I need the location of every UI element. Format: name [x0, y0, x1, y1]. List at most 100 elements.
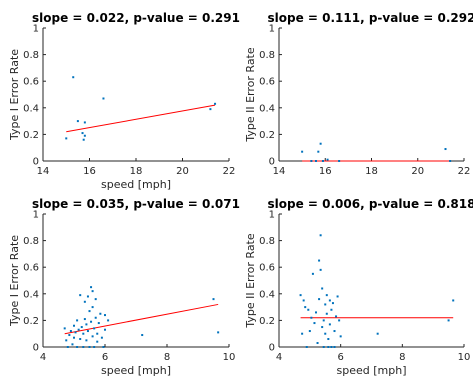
data-point	[79, 294, 82, 297]
data-point	[83, 121, 86, 124]
data-point	[301, 150, 304, 153]
data-point	[73, 336, 75, 339]
data-point	[69, 330, 72, 333]
data-point	[81, 132, 84, 135]
data-point	[65, 137, 68, 140]
y-tick-label: 0.2	[259, 316, 275, 327]
data-point	[315, 160, 317, 162]
y-axis-label: Type II Error Rate	[244, 47, 257, 143]
data-point	[82, 346, 85, 348]
data-point	[319, 268, 322, 271]
data-point	[318, 298, 321, 301]
data-point	[66, 346, 69, 348]
data-point	[82, 138, 85, 141]
data-point	[76, 346, 79, 348]
data-point	[96, 340, 99, 343]
x-tick-label: 16	[83, 166, 96, 177]
data-point	[214, 102, 217, 105]
data-point	[333, 346, 336, 348]
x-tick-label: 20	[176, 166, 189, 177]
data-point	[321, 326, 324, 329]
data-point	[212, 298, 215, 301]
data-point	[324, 303, 327, 306]
data-point	[65, 339, 68, 342]
y-tick-label: 0.2	[23, 130, 39, 141]
data-point	[85, 339, 88, 342]
data-point	[305, 346, 308, 348]
data-point	[328, 299, 331, 302]
data-point	[318, 259, 321, 262]
x-axis-label: speed [mph]	[101, 178, 171, 191]
y-tick-label: 0.6	[259, 263, 275, 274]
data-point	[315, 311, 317, 314]
y-tick-label: 0.8	[23, 50, 39, 61]
data-point	[299, 294, 302, 297]
data-point	[316, 342, 319, 345]
y-tick-label: 0.8	[259, 50, 275, 61]
data-point	[73, 324, 75, 327]
x-tick-label: 6	[102, 352, 108, 363]
y-tick-label: 0.4	[23, 289, 39, 300]
y-tick-label: 0.8	[259, 236, 275, 247]
data-point	[91, 290, 94, 293]
data-point	[330, 308, 333, 311]
data-point	[327, 338, 330, 341]
data-point	[80, 326, 83, 329]
data-point	[339, 335, 342, 338]
data-point	[104, 314, 106, 317]
data-point	[88, 310, 91, 313]
data-point	[326, 158, 329, 161]
data-point	[77, 328, 80, 331]
chart-title: slope = 0.035, p-value = 0.071	[32, 197, 240, 211]
y-tick-label: 1	[269, 24, 275, 35]
data-point	[94, 316, 97, 319]
x-tick-label: 4	[40, 352, 46, 363]
data-point	[319, 234, 322, 237]
data-point	[209, 108, 212, 111]
y-tick-label: 0.2	[259, 130, 275, 141]
data-point	[102, 346, 105, 348]
data-point	[311, 272, 314, 275]
data-point	[71, 343, 74, 346]
data-point	[308, 330, 311, 333]
data-point	[338, 319, 341, 322]
x-tick-label: 10	[223, 352, 236, 363]
data-point	[325, 312, 328, 315]
x-axis-label: speed [mph]	[337, 364, 407, 377]
data-point	[68, 334, 71, 337]
data-point	[322, 346, 325, 348]
data-point	[335, 315, 338, 318]
x-tick-label: 20	[411, 166, 424, 177]
data-point	[447, 319, 450, 322]
y-axis-label: Type I Error Rate	[8, 235, 21, 327]
data-point	[376, 332, 379, 335]
y-tick-label: 0.6	[23, 77, 39, 88]
data-point	[321, 160, 324, 162]
data-point	[322, 319, 325, 322]
data-point	[338, 160, 341, 162]
data-point	[82, 332, 85, 335]
data-point	[333, 330, 336, 333]
data-point	[319, 142, 322, 145]
data-point	[452, 299, 455, 302]
x-tick-label: 18	[365, 166, 378, 177]
data-point	[76, 319, 79, 322]
data-point	[449, 160, 452, 162]
y-tick-label: 0.4	[259, 289, 275, 300]
data-point	[63, 327, 66, 330]
fit-line	[64, 303, 219, 335]
x-tick-label: 8	[399, 352, 405, 363]
data-point	[90, 320, 93, 323]
y-tick-label: 1	[33, 210, 39, 221]
y-tick-label: 1	[269, 210, 275, 221]
data-point	[336, 295, 339, 298]
data-point	[328, 323, 331, 326]
data-point	[91, 306, 94, 309]
x-tick-label: 22	[458, 166, 471, 177]
y-tick-label: 0	[269, 343, 275, 354]
x-tick-label: 10	[458, 352, 471, 363]
